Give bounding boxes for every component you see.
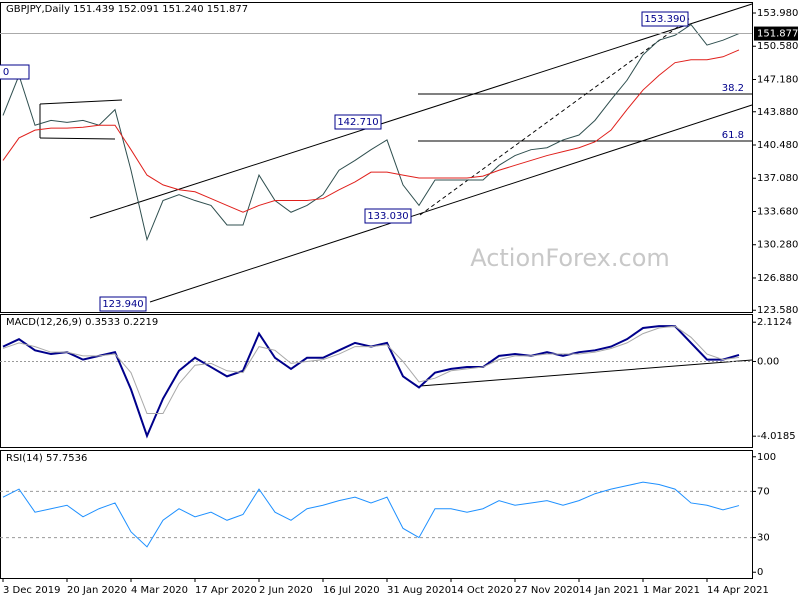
- x-tick-label: 2 Jun 2020: [259, 585, 313, 596]
- last-price-label: 151.877: [757, 29, 798, 40]
- series-line: [2, 23, 740, 242]
- y-tick-label: 130.280: [757, 240, 798, 251]
- y-tick-label: 0.00: [757, 356, 779, 367]
- macd-trend: [419, 359, 753, 387]
- drawings: [39, 3, 753, 387]
- x-tick-label: 3 Dec 2019: [3, 585, 61, 596]
- y-tick-label: 150.580: [757, 41, 798, 52]
- annotation: 123.940: [102, 299, 143, 310]
- y-tick-label: 2.1124: [757, 317, 792, 328]
- annotation-box: [641, 11, 689, 27]
- x-tick-label: 17 Apr 2020: [195, 585, 257, 596]
- box-bottom: [39, 137, 116, 140]
- annotation-box: [0, 64, 30, 80]
- y-tick-label: 0: [757, 567, 763, 578]
- x-tick-label: 1 Mar 2021: [643, 585, 700, 596]
- annotation: 38.2: [722, 83, 744, 94]
- y-tick-label: 140.480: [757, 140, 798, 151]
- annotation: 153.390: [644, 14, 685, 25]
- channel-lower: [149, 104, 753, 303]
- macd-frame: [0, 314, 753, 448]
- y-tick-label: 153.980: [757, 8, 798, 19]
- x-tick-label: 14 Apr 2021: [707, 585, 769, 596]
- annotation-box: [334, 114, 382, 130]
- y-tick-label: 147.180: [757, 74, 798, 85]
- y-tick-label: 133.680: [757, 206, 798, 217]
- watermark: ActionForex.com: [470, 244, 670, 272]
- annotation: 61.8: [722, 130, 744, 141]
- series-line: [2, 325, 740, 415]
- x-tick-label: 20 Jan 2020: [67, 585, 127, 596]
- x-tick-label: 16 Jul 2020: [323, 585, 380, 596]
- y-tick-label: 100: [757, 452, 776, 463]
- channel-upper: [89, 3, 753, 219]
- annotation: 133.030: [367, 211, 408, 222]
- price-frame: [0, 2, 753, 313]
- y-tick-label: -4.0185: [757, 431, 796, 442]
- annotation: 0: [3, 67, 9, 78]
- y-tick-label: 123.580: [757, 305, 798, 316]
- series-line: [2, 481, 740, 548]
- y-tick-label: 126.880: [757, 273, 798, 284]
- y-tick-label: 70: [757, 486, 770, 497]
- annotation: 142.710: [337, 117, 378, 128]
- x-tick-label: 14 Oct 2020: [451, 585, 513, 596]
- y-tick-label: 30: [757, 533, 770, 544]
- x-tick-label: 27 Nov 2020: [515, 585, 579, 596]
- annotation-box: [364, 208, 412, 224]
- y-tick-label: 143.880: [757, 107, 798, 118]
- y-tick-label: 137.080: [757, 173, 798, 184]
- macd-title: MACD(12,26,9) 0.3533 0.2219: [6, 317, 158, 328]
- price-title: GBPJPY,Daily 151.439 152.091 151.240 151…: [6, 4, 248, 15]
- x-tick-label: 4 Mar 2020: [131, 585, 188, 596]
- annotation-box: [99, 296, 147, 312]
- x-tick-label: 14 Jan 2021: [579, 585, 639, 596]
- frames: [0, 2, 753, 579]
- rsi-title: RSI(14) 57.7536: [6, 453, 87, 464]
- rsi-frame: [0, 450, 753, 579]
- box-top: [39, 99, 123, 105]
- last-price-box: [754, 26, 798, 41]
- series-line: [2, 49, 740, 213]
- x-tick-label: 31 Aug 2020: [387, 585, 451, 596]
